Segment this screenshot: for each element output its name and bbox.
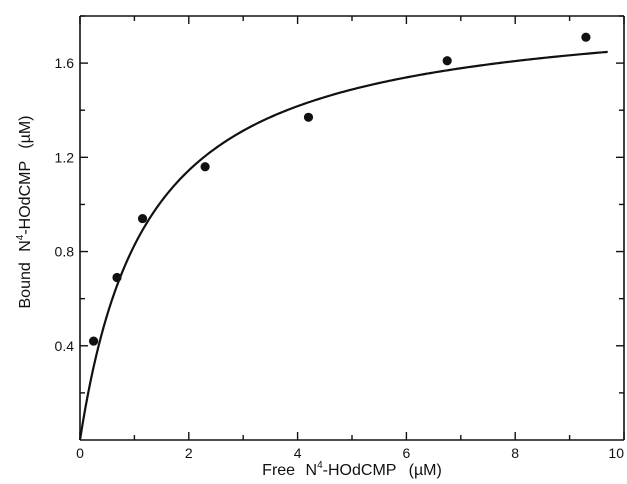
x-tick-label: 8	[511, 445, 519, 461]
data-point	[137, 213, 148, 224]
fit-curve	[78, 50, 608, 441]
y-tick-label: 1.6	[55, 55, 75, 71]
axes	[79, 15, 625, 441]
data-point	[112, 272, 122, 283]
y-axis-title: Bound N4-HOdCMP (µM)	[15, 116, 34, 309]
y-axis-ticks: 0.4 0.8 1.2 1.6	[55, 15, 624, 394]
data-point	[581, 32, 591, 42]
y-tick-label: 0.8	[55, 244, 75, 260]
data-point	[442, 56, 452, 66]
x-axis-title: Free N4-HOdCMP (µM)	[262, 460, 442, 479]
y-tick-label: 1.2	[55, 149, 75, 165]
x-tick-label: 4	[294, 445, 302, 461]
x-tick-label: 10	[608, 445, 624, 461]
data-point	[303, 112, 314, 122]
data-point	[200, 162, 210, 172]
x-tick-label: 2	[185, 445, 193, 461]
x-axis-ticks: 0 2 4 6 8 10	[76, 16, 625, 461]
x-tick-label: 6	[403, 445, 411, 461]
x-tick-label: 0	[76, 445, 84, 461]
y-tick-label: 0.4	[55, 338, 75, 354]
data-points	[89, 32, 591, 346]
data-point	[89, 336, 99, 346]
